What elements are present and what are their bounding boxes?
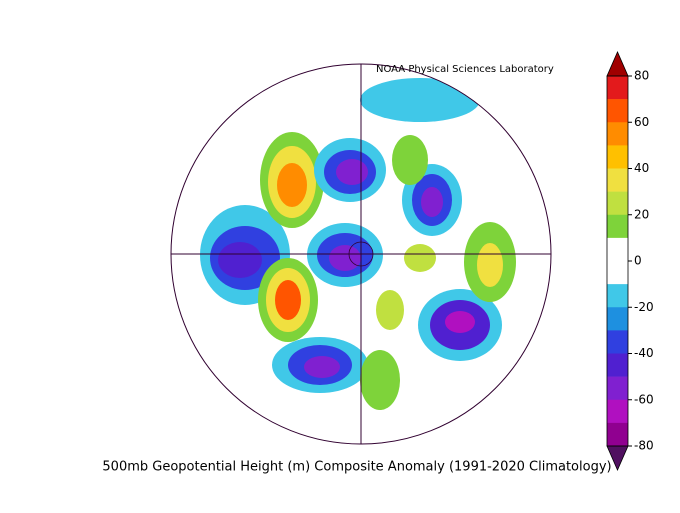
colorbar-segment (607, 330, 628, 354)
colorbar-segment (607, 261, 628, 285)
colorbar-tick-label: 60 (634, 115, 649, 129)
colorbar-segment (607, 284, 628, 308)
anomaly-field (200, 78, 516, 410)
colorbar-segment (607, 237, 628, 262)
colorbar-segment (607, 214, 628, 239)
colorbar-segment (607, 76, 628, 100)
colorbar-segment (607, 307, 628, 331)
caption: 500mb Geopotential Height (m) Composite … (102, 460, 611, 475)
credit: NOAA Physical Sciences Laboratory (376, 64, 554, 75)
colorbar-arrow (606, 51, 629, 77)
colorbar-segment (607, 145, 628, 169)
colorbar-tick-label: -60 (634, 392, 654, 406)
colorbar-tick-label: 40 (634, 161, 649, 175)
colorbar-tick-label: 0 (634, 254, 642, 268)
colorbar-segment (607, 99, 628, 123)
colorbar-tick-label: -80 (634, 439, 654, 453)
colorbar-segment (607, 376, 628, 401)
colorbar-segment (607, 353, 628, 377)
colorbar-segment (607, 168, 628, 192)
colorbar-tick-label: -20 (634, 300, 654, 314)
colorbar-tick-label: -40 (634, 346, 654, 360)
colorbar-tick-label: 20 (634, 207, 649, 221)
colorbar-segment (607, 122, 628, 146)
colorbar-segment (607, 399, 628, 424)
colorbar-segment (607, 191, 628, 216)
coastline (348, 241, 374, 267)
colorbar-tick-label: 80 (634, 69, 649, 83)
colorbar-segment (607, 422, 628, 447)
colorbar: 80 60 40 20 0 -20 -40 -60 -80 (606, 51, 654, 471)
